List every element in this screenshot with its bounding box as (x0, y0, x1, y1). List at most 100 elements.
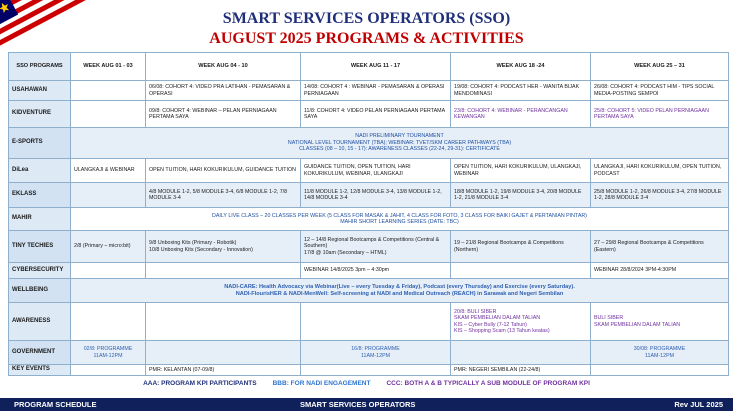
cell (450, 262, 591, 279)
cell: ULANGKAJI, HARI KOKURIKULUM, OPEN TUITIO… (590, 158, 729, 183)
program-name: DiLea (8, 158, 71, 183)
program-name: WELLBEING (8, 278, 71, 303)
subtitle: AUGUST 2025 PROGRAMS & ACTIVITIES (209, 30, 524, 47)
column-header: WEEK AUG 25 – 31 (590, 52, 729, 81)
program-row: DiLea ULANGKAJI & WEBINAR OPEN TUITION, HA… (8, 158, 729, 183)
cell: 16/8: PROGRAMME 11AM-12PM (300, 340, 451, 365)
cell-text: 14/08: COHORT 4 : WEBINAR - PEMASARAN & … (304, 84, 445, 97)
cell-line: MAHIR SHORT LEARNING SERIES (DATE: TBC) (340, 219, 459, 225)
program-row: EKLASS 4/8 MODULE 1-2, 5/8 MODULE 3-4, 6/… (8, 182, 729, 208)
program-row: GOVERNMENT 02/8: PROGRAMME 11AM-12PM 16/8: … (8, 340, 729, 365)
cell: 9/8 Unboxing Kits (Primary - Robotik) 10/… (145, 230, 301, 263)
merged-cell: DAILY LIVE CLASS – 20 CLASSES PER WEEK (… (70, 207, 729, 231)
cell-line: SKAM PEMBELIAN DALAM TALIAN (454, 315, 541, 322)
program-name: KEY EVENTS (8, 364, 71, 376)
footer-bar: PROGRAM SCHEDULE SMART SERVICES OPERATORS… (0, 398, 733, 411)
merged-cell: NADI-CARE: Health Advocacy via Webinar(L… (70, 278, 729, 303)
cell-line: 9/8 Unboxing Kits (Primary - Robotik) (149, 240, 237, 247)
program-row: KEY EVENTS PMR: KELANTAN (07-09/8) PMR: NE… (8, 364, 729, 376)
program-row: AWARENESS 20/8: BULI SIBER SKAM PEMBELIAN … (8, 302, 729, 341)
cell-line: CLASSES (08 – 10, 15 - 17): AWARENESS CL… (299, 146, 500, 153)
footer-text: Rev JUL 2025 (674, 400, 723, 409)
flag (0, 0, 90, 57)
column-header: WEEK AUG 18 -24 (450, 52, 591, 81)
program-row: KIDVENTURE 09/8: COHORT 4: WEBINAR – PELA… (8, 100, 729, 128)
legend: AAA: PROGRAM KPI PARTICIPANTS BBB: FOR NA… (0, 380, 733, 387)
cell-text: 19 – 21/8 Regional Bootcamps & Competiti… (454, 240, 564, 253)
cell: 12 – 14/8 Regional Bootcamps & Competiti… (300, 230, 451, 263)
cell-line: 16/8: PROGRAMME (351, 346, 400, 353)
cell (300, 364, 451, 376)
cell-line: 12 – 14/8 Regional Bootcamps & Competiti… (304, 236, 440, 250)
footer-text: SMART SERVICES OPERATORS (300, 400, 416, 409)
cell (145, 340, 301, 365)
cell-line: 11AM-12PM (360, 352, 391, 359)
cell-text: 25/8: COHORT 5: VIDEO PELAN PERNIAGAAN P… (594, 107, 709, 120)
cell-text: ULANGKAJI, HARI KOKURIKULUM, OPEN TUITIO… (594, 164, 722, 177)
cell (70, 302, 146, 341)
cell (70, 100, 146, 128)
cell-line: 11AM-12PM (644, 352, 675, 359)
cell (145, 262, 301, 279)
cell-line: BULI SIBER (594, 315, 624, 322)
program-name: E-SPORTS (8, 127, 71, 159)
cell-line: SKAM PEMBELIAN DALAM TALIAN (594, 321, 681, 328)
cell-line: NADI-FlourisHER & NADI-MenWell: Self-scr… (235, 290, 564, 297)
program-name: CYBERSECURITY (8, 262, 71, 279)
cell-text: PMR: NEGERI SEMBILAN (22-24/8) (454, 366, 541, 373)
cell: BULI SIBER SKAM PEMBELIAN DALAM TALIAN (590, 302, 729, 341)
cell: 06/08: COHORT 4: VIDEO PRA LATIHAN - PEM… (145, 80, 301, 101)
title: SMART SERVICES OPERATORS (SSO) (222, 10, 511, 27)
cell (300, 302, 451, 341)
cell (590, 364, 729, 376)
cell-line: 30/08: PROGRAMME (633, 346, 686, 353)
cell: 4/8 MODULE 1-2, 5/8 MODULE 3-4, 6/8 MODU… (145, 182, 301, 208)
cell: 14/08: COHORT 4 : WEBINAR - PEMASARAN & … (300, 80, 451, 101)
cell-text: 26/08: COHORT 4: PODCAST HIM - TIPS SOCI… (594, 84, 715, 97)
cell-text: 06/08: COHORT 4: VIDEO PRA LATIHAN - PEM… (149, 84, 291, 97)
cell: 2/8 (Primary – micro:bit) (70, 230, 146, 263)
program-name: EKLASS (8, 182, 71, 208)
cell: 27 – 29/8 Regional Bootcamps & Competiti… (590, 230, 729, 263)
cell-line: NADI-CARE: Health Advocacy via Webinar(L… (224, 283, 575, 290)
cell: 11/8 MODULE 1-2, 12/8 MODULE 3-4, 13/8 M… (300, 182, 451, 208)
program-row: CYBERSECURITY WEBINAR 14/8/2025 3pm – 4:3… (8, 262, 729, 279)
cell-line: 10/8 Unboxing Kits (Secondary - Innovati… (149, 246, 253, 253)
column-header: WEEK AUG 04 - 10 (145, 52, 301, 81)
cell: 19/08: COHORT 4: PODCAST HER - WANITA BI… (450, 80, 591, 101)
cell-text: 4/8 MODULE 1-2, 5/8 MODULE 3-4, 6/8 MODU… (149, 188, 288, 201)
cell: 26/08: COHORT 4: PODCAST HIM - TIPS SOCI… (590, 80, 729, 101)
cell-text: PMR: KELANTAN (07-09/8) (149, 366, 215, 373)
cell: 23/8: COHORT 4: WEBINAR - PERANCANGAN KE… (450, 100, 591, 128)
cell: 19 – 21/8 Regional Bootcamps & Competiti… (450, 230, 591, 263)
cell-text: OPEN TUITION, HARI KOKURIKULUM, ULANGKAJ… (454, 164, 582, 177)
cell-text: ULANGKAJI & WEBINAR (74, 167, 135, 174)
cell-line: DAILY LIVE CLASS – 20 CLASSES PER WEEK (… (212, 212, 587, 219)
cell: 11/8: COHORT 4: VIDEO PELAN PERNIAGAAN P… (300, 100, 451, 128)
program-name: AWARENESS (8, 302, 71, 341)
cell-line: KIS – Cyber Bully (7-12 Tahun) (454, 321, 527, 328)
program-row: E-SPORTS NADI PRELIMINARY TOURNAMENT NATIO… (8, 127, 729, 159)
cell-text: 11/8: COHORT 4: VIDEO PELAN PERNIAGAAN P… (304, 107, 445, 120)
legend-item: AAA: PROGRAM KPI PARTICIPANTS (143, 380, 257, 387)
cell-line: 17/8 @ 10am (Secondary – HTML) (304, 249, 387, 256)
cell-text: WEBINAR 28/8/2024 3PM-4:30PM (594, 267, 677, 274)
cell-text: 2/8 (Primary – micro:bit) (74, 243, 131, 250)
cell: 02/8: PROGRAMME 11AM-12PM (70, 340, 146, 365)
cell-text: 11/8 MODULE 1-2, 12/8 MODULE 3-4, 13/8 M… (304, 188, 442, 201)
schedule-table: SSO PROGRAMS WEEK AUG 01 - 03 WEEK AUG 04 … (8, 52, 729, 376)
header-row: SSO PROGRAMS WEEK AUG 01 - 03 WEEK AUG 04 … (8, 52, 729, 81)
cell: PMR: KELANTAN (07-09/8) (145, 364, 301, 376)
cell: 25/8: COHORT 5: VIDEO PELAN PERNIAGAAN P… (590, 100, 729, 128)
cell-text: 18/8 MODULE 1-2, 19/8 MODULE 3-4, 20/8 M… (454, 188, 582, 201)
cell-text: 27 – 29/8 Regional Bootcamps & Competiti… (594, 240, 704, 253)
footer-text: PROGRAM SCHEDULE (14, 400, 97, 409)
program-name: USAHAWAN (8, 80, 71, 101)
program-row: TINY TECHIES 2/8 (Primary – micro:bit) 9/8… (8, 230, 729, 263)
cell (70, 182, 146, 208)
program-name: KIDVENTURE (8, 100, 71, 128)
cell: 30/08: PROGRAMME 11AM-12PM (590, 340, 729, 365)
program-name: GOVERNMENT (8, 340, 71, 365)
column-header: WEEK AUG 11 - 17 (300, 52, 451, 81)
cell (70, 364, 146, 376)
